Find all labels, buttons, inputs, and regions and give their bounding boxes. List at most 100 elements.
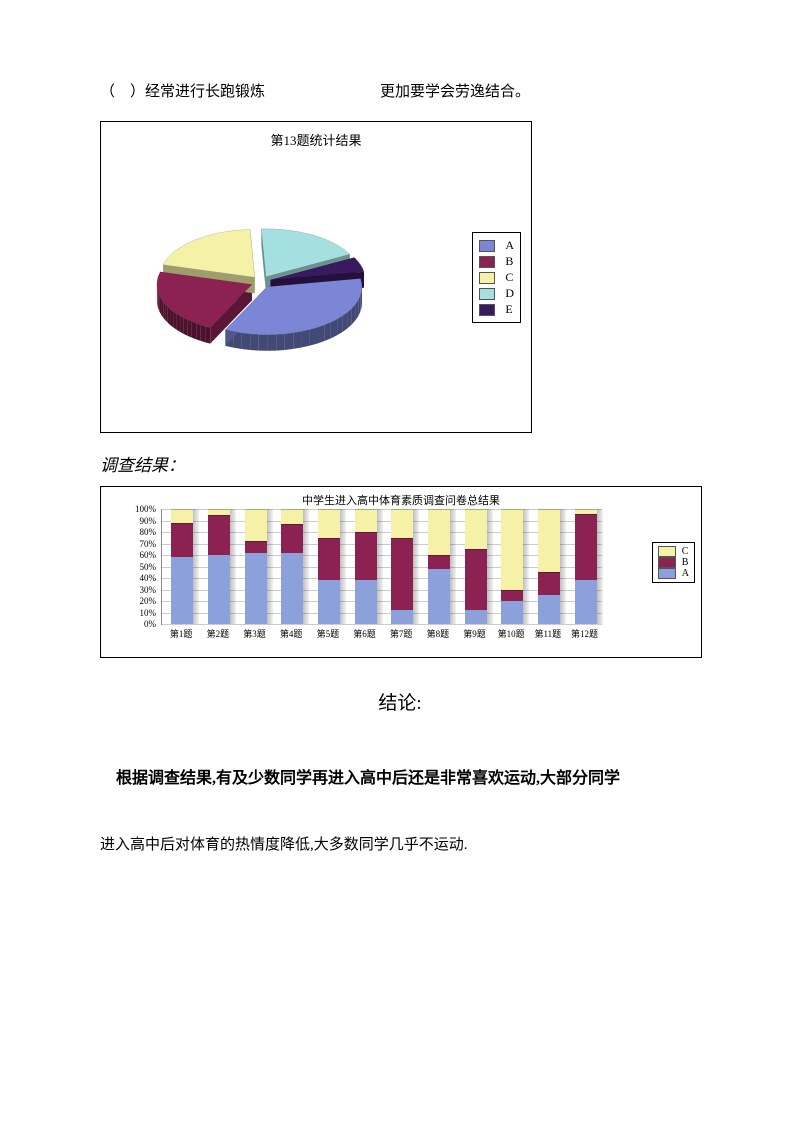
pie-legend: ABCDE	[472, 232, 521, 323]
conclusion-heading: 结论:	[100, 688, 700, 715]
pie-side-B	[170, 309, 173, 327]
bar-shadow	[523, 509, 529, 624]
bar-segment-B	[428, 555, 450, 569]
legend-swatch	[479, 304, 495, 316]
pie-side-B	[180, 316, 184, 334]
bar-第9题	[465, 509, 487, 624]
bar-segment-A	[208, 555, 230, 624]
pie-svg	[131, 202, 391, 382]
bar-shadow	[560, 509, 566, 624]
x-axis-label: 第2题	[207, 627, 230, 640]
bar-第8题	[428, 509, 450, 624]
pie-side-A	[301, 330, 309, 348]
legend-label: D	[505, 286, 514, 301]
bar-chart-container: 中学生进入高中体育素质调查问卷总结果 0%10%20%30%40%50%60%7…	[100, 486, 702, 658]
bar-shadow	[413, 509, 419, 624]
pie-side-B	[173, 312, 176, 330]
pie-side-A	[317, 325, 324, 343]
y-axis-label: 80%	[101, 527, 156, 537]
bar-segment-C	[538, 509, 560, 572]
bar-segment-A	[575, 580, 597, 624]
pie-side-B	[168, 307, 171, 325]
pie-side-B	[196, 323, 201, 341]
x-axis-label: 第3题	[243, 627, 266, 640]
legend-label: A	[505, 238, 514, 253]
y-axis-label: 70%	[101, 539, 156, 549]
bar-segment-A	[538, 595, 560, 624]
bar-segment-C	[355, 509, 377, 532]
bar-segment-B	[245, 541, 267, 553]
x-axis-label: 第8题	[427, 627, 450, 640]
bar-segment-B	[538, 572, 560, 595]
pie-side-B	[188, 320, 192, 338]
conclusion-line-1: 根据调查结果,有及少数同学再进入高中后还是非常喜欢运动,大部分同学	[100, 755, 700, 803]
bar-第1题	[171, 509, 193, 624]
bar-shadow	[487, 509, 493, 624]
bar-第12题	[575, 509, 597, 624]
bar-segment-C	[391, 509, 413, 538]
bar-plot	[161, 509, 602, 625]
pie-chart-title: 第13题统计结果	[101, 130, 531, 149]
top-left-text: （ ）经常进行长跑锻炼	[100, 80, 380, 101]
bar-segment-C	[245, 509, 267, 541]
bar-segment-A	[245, 553, 267, 624]
bar-legend-item-C: C	[658, 546, 689, 557]
x-axis-label: 第7题	[390, 627, 413, 640]
x-axis-label: 第11题	[534, 627, 561, 640]
bar-segment-A	[355, 580, 377, 624]
bar-shadow	[340, 509, 346, 624]
pie-side-A	[285, 333, 293, 350]
bar-segment-B	[391, 538, 413, 610]
bar-segment-B	[281, 524, 303, 553]
page: （ ）经常进行长跑锻炼 更加要学会劳逸结合。 第13题统计结果 ABCDE 调查…	[0, 0, 800, 1132]
bar-第10题	[501, 509, 523, 624]
y-axis-label: 50%	[101, 562, 156, 572]
legend-swatch	[479, 240, 495, 252]
bar-shadow	[303, 509, 309, 624]
pie-side-B	[177, 314, 180, 332]
top-question-row: （ ）经常进行长跑锻炼 更加要学会劳逸结合。	[100, 80, 700, 101]
bar-segment-B	[171, 523, 193, 558]
bar-segment-B	[355, 532, 377, 580]
bar-segment-A	[465, 610, 487, 624]
pie-side-A	[259, 335, 268, 351]
legend-label: A	[682, 568, 689, 579]
bar-segment-A	[428, 569, 450, 624]
bar-legend: CBA	[652, 542, 695, 583]
x-axis-label: 第12题	[571, 627, 598, 640]
legend-label: B	[682, 557, 689, 568]
y-axis-label: 100%	[101, 504, 156, 514]
pie-chart-container: 第13题统计结果 ABCDE	[100, 121, 532, 433]
x-axis-label: 第4题	[280, 627, 303, 640]
bar-segment-C	[318, 509, 340, 538]
legend-swatch	[658, 546, 676, 557]
pie-side-B	[192, 322, 196, 340]
bar-segment-C	[428, 509, 450, 555]
legend-swatch	[479, 256, 495, 268]
bar-segment-C	[171, 509, 193, 523]
x-axis-label: 第5题	[317, 627, 340, 640]
pie-side-A	[242, 333, 250, 350]
y-axis-label: 20%	[101, 596, 156, 606]
bar-segment-A	[501, 601, 523, 624]
x-axis-label: 第1题	[170, 627, 193, 640]
pie-side-A	[267, 335, 276, 351]
bar-segment-B	[208, 515, 230, 555]
top-right-text: 更加要学会劳逸结合。	[380, 80, 530, 101]
y-axis-label: 10%	[101, 608, 156, 618]
bar-segment-A	[281, 553, 303, 624]
legend-label: C	[505, 270, 513, 285]
pie-legend-item-D: D	[479, 286, 514, 301]
legend-swatch	[479, 288, 495, 300]
y-axis-label: 40%	[101, 573, 156, 583]
pie-side-B	[163, 302, 165, 321]
y-axis-label: 0%	[101, 619, 156, 629]
bar-segment-C	[281, 509, 303, 524]
y-axis-label: 60%	[101, 550, 156, 560]
bar-segment-B	[575, 514, 597, 581]
bar-segment-A	[391, 610, 413, 624]
conclusion-line-2: 进入高中后对体育的热情度降低,大多数同学几乎不运动.	[100, 823, 700, 868]
pie-chart	[131, 202, 391, 382]
bar-segment-A	[171, 557, 193, 624]
legend-swatch	[479, 272, 495, 284]
